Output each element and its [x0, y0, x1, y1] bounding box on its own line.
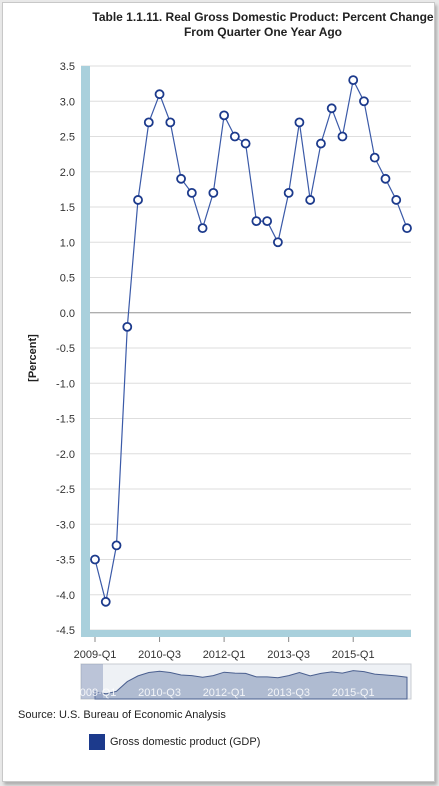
data-point[interactable] — [294, 117, 305, 128]
data-points — [90, 75, 412, 607]
x-tick-labels: 2009-Q1 2010-Q3 2012-Q1 2013-Q3 2015-Q1 — [74, 637, 375, 661]
data-point[interactable] — [240, 138, 251, 149]
data-point[interactable] — [337, 131, 348, 142]
x-tick-label: 2009-Q1 — [74, 649, 117, 661]
data-point[interactable] — [197, 223, 208, 234]
chart-frame: Table 1.1.11. Real Gross Domestic Produc… — [2, 2, 435, 782]
y-tick-label: 2.5 — [60, 132, 75, 144]
navigator-tick-label: 2010-Q3 — [138, 687, 181, 699]
y-tick-label: 3.5 — [60, 61, 75, 73]
navigator-tick-label: 2009-Q1 — [74, 687, 117, 699]
data-point[interactable] — [100, 596, 111, 607]
data-point[interactable] — [316, 138, 326, 149]
y-tick-label: -1.5 — [56, 414, 75, 426]
data-point[interactable] — [165, 117, 176, 128]
data-point[interactable] — [262, 216, 273, 227]
y-tick-label: -3.5 — [56, 555, 75, 567]
x-tick-label: 2013-Q3 — [267, 649, 310, 661]
data-point[interactable] — [143, 117, 154, 128]
source-note: Source: U.S. Bureau of Economic Analysis — [18, 709, 226, 721]
x-axis-band — [81, 630, 411, 637]
navigator-tick-label: 2015-Q1 — [332, 687, 375, 699]
x-tick-label: 2012-Q1 — [203, 649, 246, 661]
y-tick-label: -3.0 — [56, 519, 75, 531]
y-tick-label: -2.5 — [56, 484, 75, 496]
chart-title: Table 1.1.11. Real Gross Domestic Produc… — [3, 10, 434, 40]
data-point[interactable] — [122, 321, 133, 332]
y-axis-label: [Percent] — [27, 334, 39, 382]
navigator-handle[interactable] — [81, 664, 103, 699]
data-point[interactable] — [186, 187, 197, 198]
y-tick-labels: 3.5 3.0 2.5 2.0 1.5 1.0 0.5 0.0 -0.5 -1.0 -1.5 -2.0… — [56, 61, 75, 637]
data-point[interactable] — [380, 173, 391, 184]
data-point[interactable] — [348, 75, 359, 85]
data-point[interactable] — [251, 216, 262, 227]
y-tick-label: 2.0 — [60, 167, 75, 179]
data-point[interactable] — [208, 187, 219, 198]
legend[interactable]: Gross domestic product (GDP) — [89, 734, 260, 750]
legend-label: Gross domestic product (GDP) — [110, 736, 261, 748]
series-line-gdp — [94, 78, 408, 602]
navigator-series — [94, 670, 408, 700]
data-point[interactable] — [219, 110, 230, 121]
data-point[interactable] — [326, 103, 337, 114]
data-point[interactable] — [154, 89, 165, 100]
y-tick-label: -1.0 — [56, 378, 75, 390]
data-point[interactable] — [369, 152, 380, 163]
legend-swatch — [89, 734, 105, 750]
y-tick-label: 0.0 — [60, 308, 75, 320]
y-tick-label: 0.5 — [60, 273, 75, 285]
chart-title-line1: Table 1.1.11. Real Gross Domestic Produc… — [92, 10, 434, 24]
y-tick-label: -0.5 — [56, 343, 75, 355]
gdp-line-chart: 3.5 3.0 2.5 2.0 1.5 1.0 0.5 0.0 -0.5 -1.0 -1.5 -2.0… — [27, 61, 412, 700]
data-point[interactable] — [90, 554, 100, 565]
data-point[interactable] — [176, 173, 186, 184]
y-tick-label: 1.0 — [60, 237, 75, 249]
data-point[interactable] — [283, 187, 294, 198]
chart-title-line2: From Quarter One Year Ago — [183, 25, 343, 39]
y-tick-label: 1.5 — [60, 202, 75, 214]
data-point[interactable] — [391, 195, 402, 205]
x-tick-label: 2010-Q3 — [138, 649, 181, 661]
x-tick-label: 2015-Q1 — [332, 649, 375, 661]
data-point[interactable] — [359, 96, 369, 107]
y-axis-band — [81, 66, 90, 636]
data-point[interactable] — [229, 131, 240, 142]
y-tick-label: -2.0 — [56, 449, 75, 461]
data-point[interactable] — [305, 195, 316, 205]
data-point[interactable] — [272, 237, 283, 248]
y-tick-label: -4.0 — [56, 590, 75, 602]
y-tick-label: 3.0 — [60, 96, 75, 108]
navigator-tick-label: 2012-Q1 — [203, 687, 246, 699]
data-point[interactable] — [111, 540, 122, 551]
range-navigator[interactable]: 2009-Q1 2010-Q3 2012-Q1 2013-Q3 2015-Q1 — [74, 663, 412, 700]
data-point[interactable] — [402, 223, 412, 234]
navigator-tick-label: 2013-Q3 — [267, 687, 310, 699]
data-point[interactable] — [133, 195, 143, 205]
y-tick-label: -4.5 — [56, 625, 75, 637]
